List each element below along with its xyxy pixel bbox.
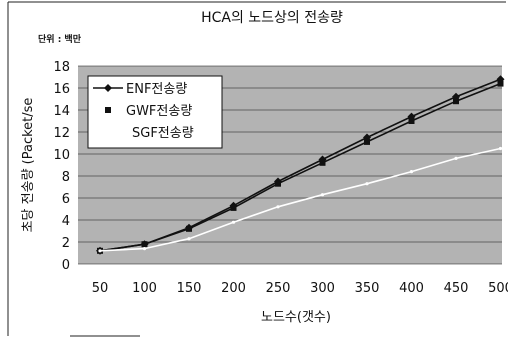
y-tick-label: 18 (53, 60, 70, 75)
series-line-1 (99, 82, 501, 252)
data-point (319, 159, 326, 166)
data-point (98, 249, 102, 253)
data-point (365, 182, 369, 186)
chart-title: HCA의 노드상의 전송량 (201, 10, 343, 26)
data-point (364, 138, 370, 145)
x-tick-label: 150 (177, 281, 202, 296)
data-point (454, 156, 458, 160)
x-tick-label: 300 (310, 281, 335, 296)
y-tick-label: 2 (62, 236, 70, 251)
x-tick-label: 250 (266, 281, 291, 296)
legend-label: GWF전송량 (126, 104, 192, 119)
data-point (186, 225, 192, 232)
x-axis-ticks: 50 100 150 200 250 300 350 400 450 500 (92, 281, 508, 296)
y-axis-label: 초당 전송량 (Packet/se (21, 98, 36, 233)
x-axis-label: 노드수(갯수) (261, 310, 331, 325)
y-tick-label: 6 (62, 192, 70, 207)
y-tick-label: 4 (62, 214, 70, 229)
data-point (231, 220, 236, 224)
legend-marker (104, 84, 112, 92)
data-point (498, 146, 503, 151)
legend-marker (105, 107, 111, 113)
data-point (497, 80, 504, 87)
legend: ENF전송량 GWF전송량 SGF전송량 (87, 75, 223, 149)
x-tick-label: 200 (221, 281, 246, 296)
data-point (275, 180, 281, 187)
y-tick-label: 8 (62, 170, 70, 185)
data-point (230, 204, 237, 211)
series-layer (96, 75, 505, 255)
data-point (142, 247, 147, 251)
x-tick-label: 50 (92, 281, 109, 296)
y-tick-label: 16 (53, 82, 70, 97)
x-tick-label: 450 (444, 281, 469, 296)
legend-label: ENF전송량 (126, 82, 187, 97)
data-point (276, 205, 280, 209)
y-tick-label: 14 (53, 104, 70, 119)
data-point (409, 170, 414, 174)
x-tick-label: 100 (132, 281, 157, 296)
x-tick-label: 500 (488, 281, 508, 296)
data-point (453, 98, 459, 105)
unit-note: 단위 : 백만 (38, 33, 82, 45)
legend-label: SGF전송량 (132, 126, 194, 141)
x-tick-label: 400 (399, 281, 424, 296)
data-point (141, 241, 148, 248)
x-tick-label: 350 (355, 281, 380, 296)
series-line-2 (99, 147, 501, 252)
y-tick-label: 12 (53, 126, 70, 141)
data-point (408, 118, 415, 124)
y-axis-ticks: 0 2 4 6 8 10 12 14 16 18 (53, 60, 70, 273)
data-point (187, 237, 191, 241)
y-tick-label: 10 (53, 148, 70, 163)
y-tick-label: 0 (62, 258, 70, 273)
data-point (320, 193, 325, 197)
